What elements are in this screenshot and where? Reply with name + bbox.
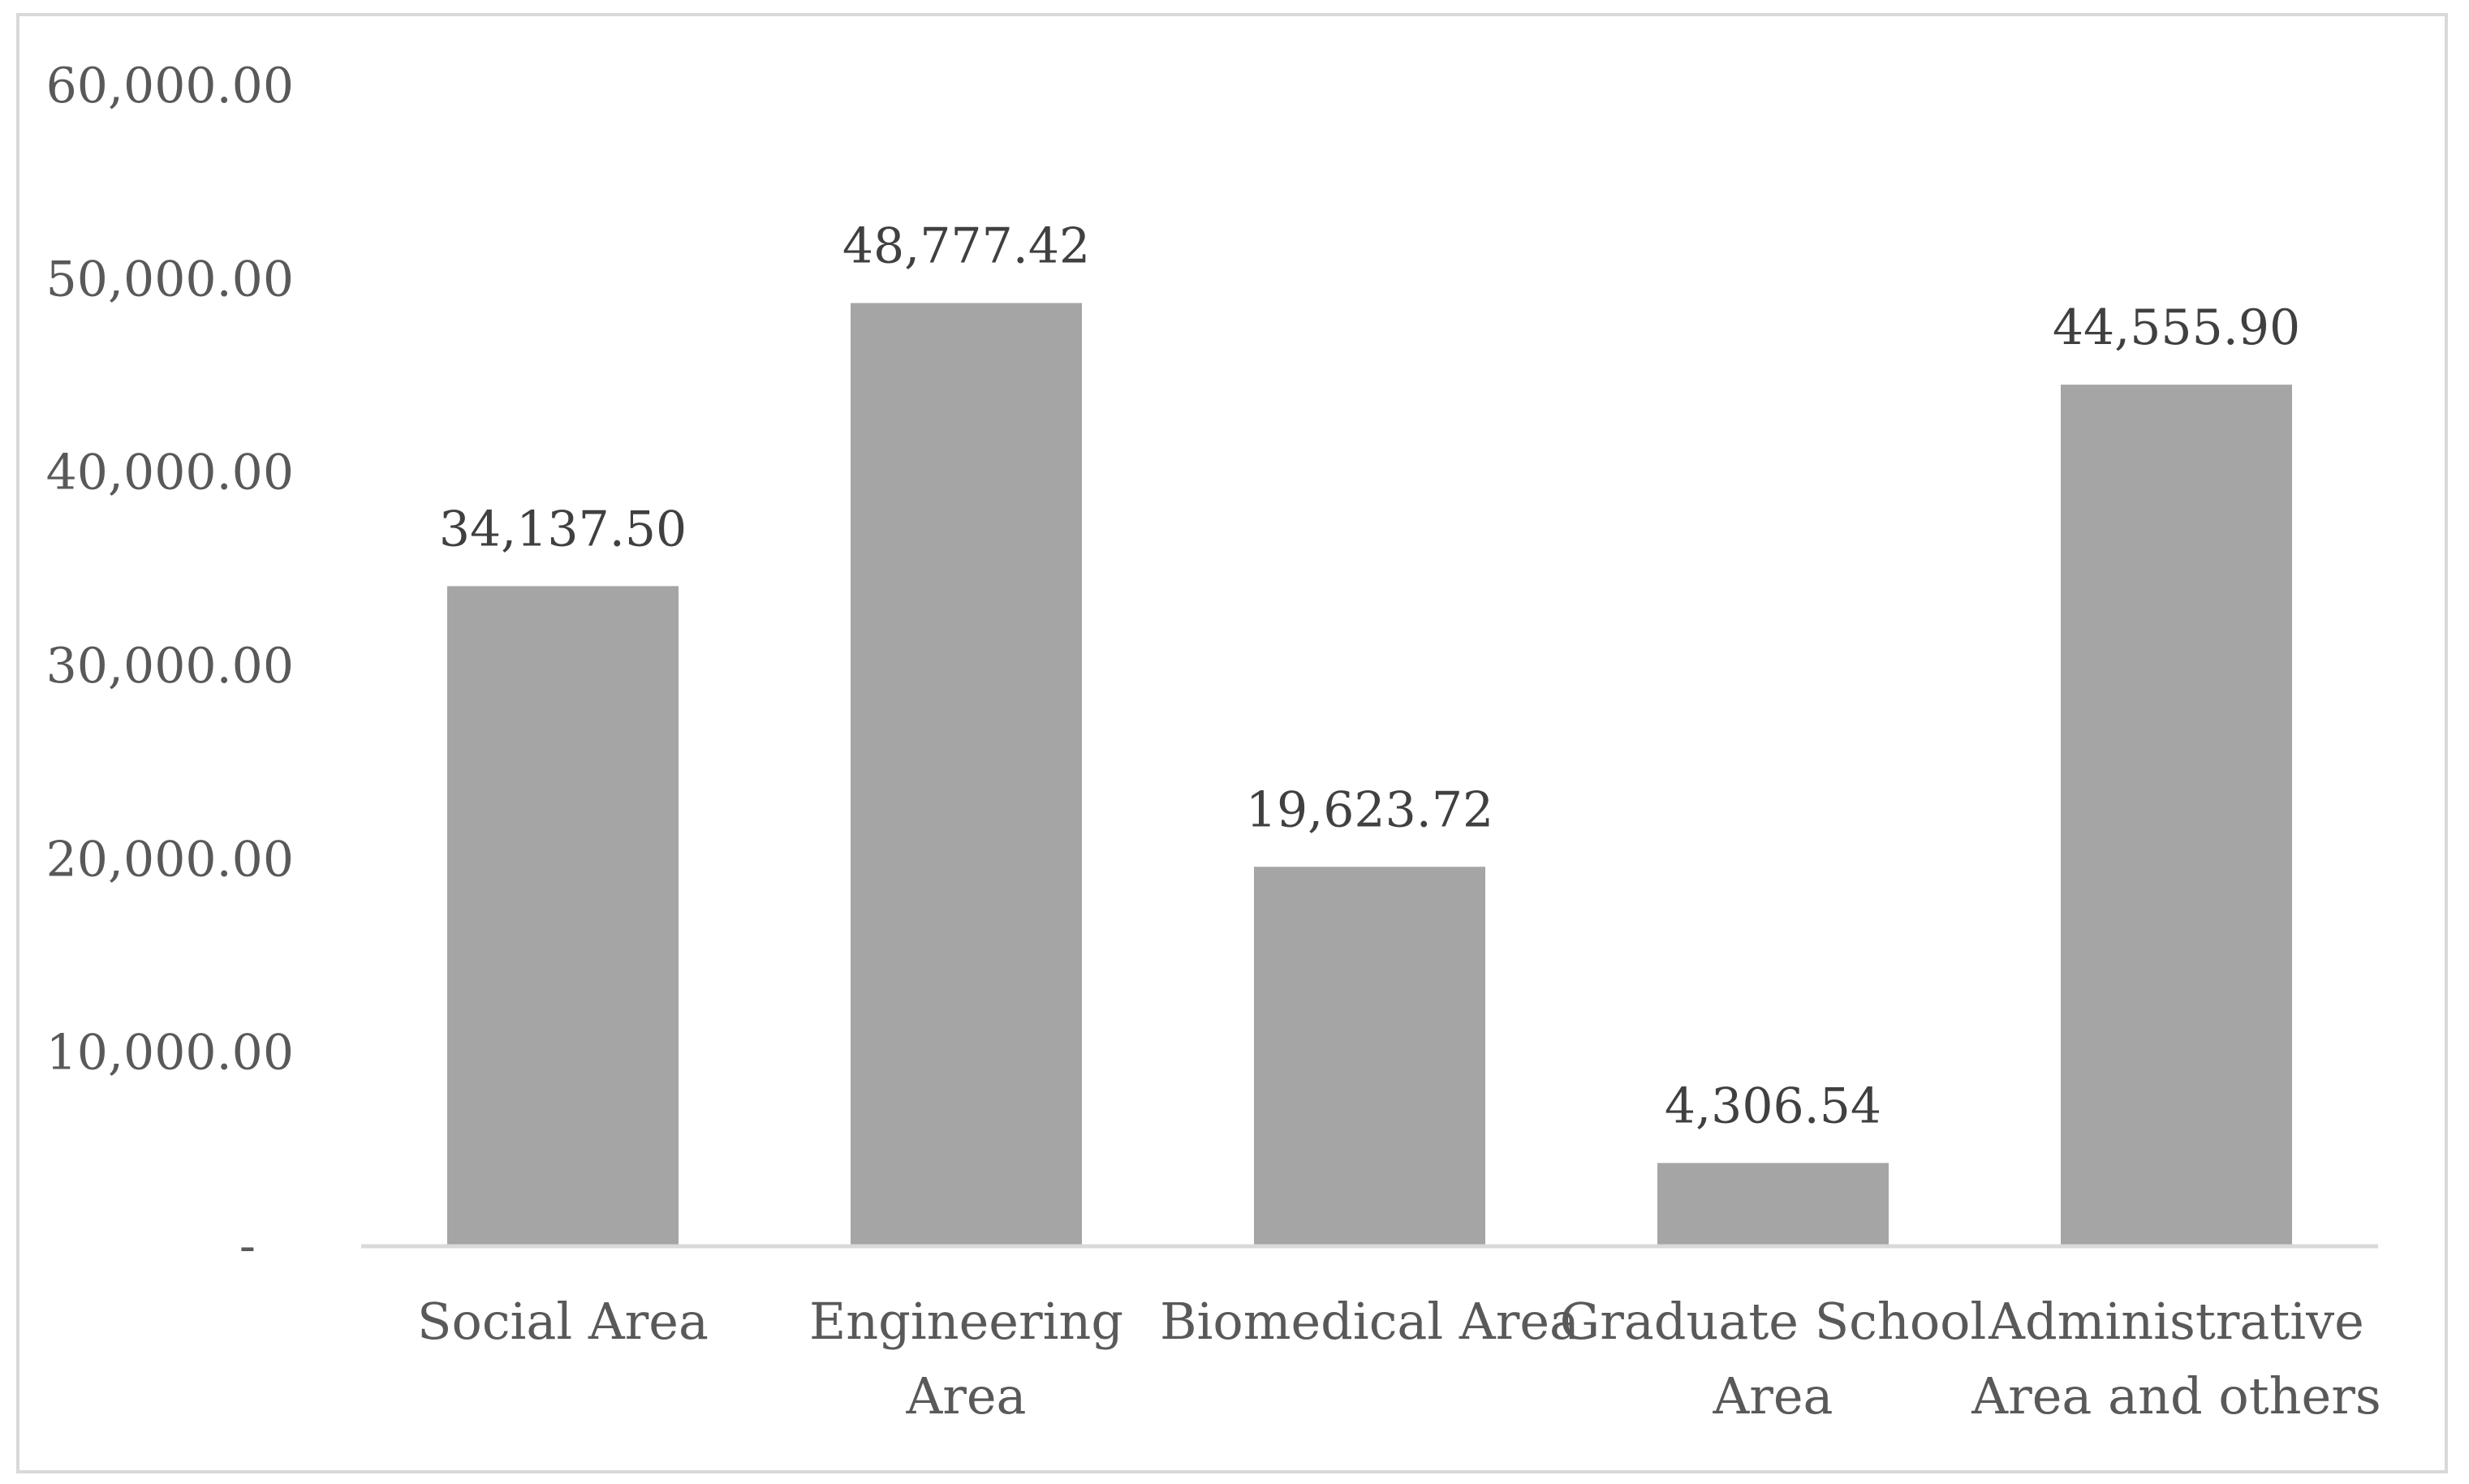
x-category-label: Biomedical Area (1160, 1292, 1579, 1351)
y-tick-label: 20,000.00 (46, 831, 294, 888)
x-category-label-line: Engineering (809, 1292, 1123, 1351)
x-category-label: Engineering Area (809, 1292, 1123, 1426)
data-label: 19,623.72 (1246, 781, 1493, 838)
data-label: 34,137.50 (439, 501, 687, 557)
x-category-label-line: Graduate School (1560, 1292, 1987, 1351)
x-category-label: Graduate School Area (1560, 1292, 1987, 1426)
bar (447, 586, 679, 1246)
bar (1657, 1163, 1889, 1246)
y-tick-label: - (239, 1218, 256, 1275)
x-category-label: Social Area (417, 1292, 709, 1351)
x-category-label-line: Area (1712, 1366, 1833, 1426)
y-tick-label: 10,000.00 (46, 1025, 294, 1082)
bars (447, 303, 2292, 1247)
data-label: 48,777.42 (842, 217, 1090, 274)
bar (851, 303, 1082, 1247)
data-label: 4,306.54 (1665, 1078, 1881, 1134)
x-category-label-line: Administrative (1988, 1292, 2364, 1351)
x-category-label-line: Social Area (417, 1292, 709, 1351)
data-labels: 34,137.50 48,777.42 19,623.72 4,306.54 44,55… (439, 217, 2300, 1134)
x-category-label-line: Biomedical Area (1160, 1292, 1579, 1351)
y-tick-label: 30,000.00 (46, 638, 294, 695)
y-tick-label: 60,000.00 (46, 58, 294, 114)
y-tick-label: 50,000.00 (46, 251, 294, 308)
x-axis-labels: Social Area Engineering Area Biomedical Are… (417, 1292, 2381, 1426)
x-category-label-line: Area and others (1971, 1366, 2381, 1426)
data-label: 44,555.90 (2053, 299, 2300, 356)
x-category-label: Administrative Area and others (1971, 1292, 2381, 1426)
y-axis: - 10,000.00 20,000.00 30,000.00 40,000.00 50,… (46, 58, 294, 1275)
bar (1254, 867, 1485, 1246)
bar (2061, 385, 2292, 1247)
x-category-label-line: Area (905, 1366, 1026, 1426)
y-tick-label: 40,000.00 (46, 445, 294, 501)
chart-frame (16, 13, 2448, 1473)
